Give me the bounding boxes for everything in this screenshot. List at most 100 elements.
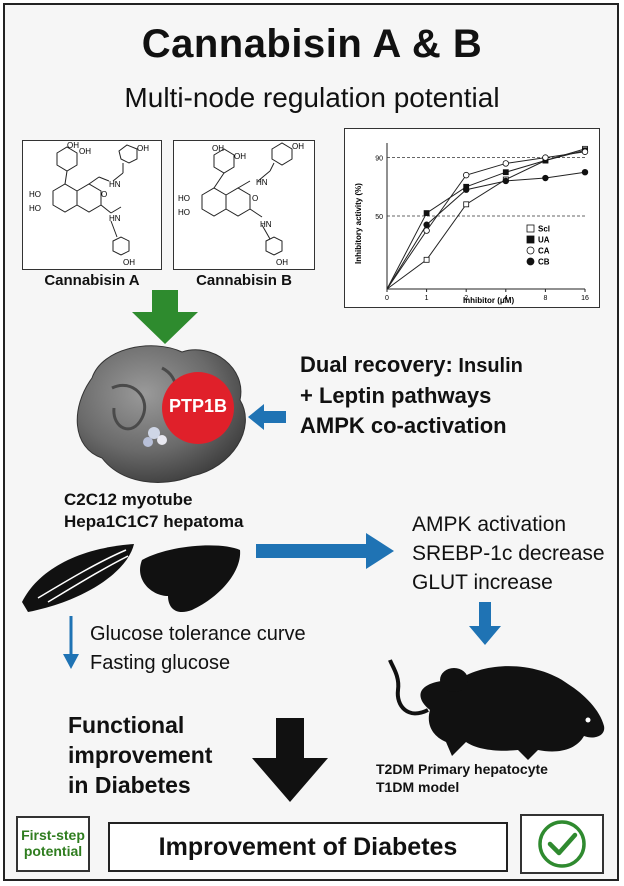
x-tick-label: 1	[425, 295, 429, 302]
x-axis-label: Inhibitor (μM)	[463, 296, 514, 305]
data-point-cb	[462, 186, 470, 193]
cell-lines: C2C12 myotube Hepa1C1C7 hepatoma	[64, 489, 244, 533]
oh-label: OH	[123, 258, 135, 267]
functional-line3: in Diabetes	[68, 772, 191, 798]
oh-label: OH	[234, 152, 246, 161]
ho-label: HO	[29, 190, 41, 199]
legend-marker-ca	[526, 246, 535, 255]
dual-recovery-line3: AMPK co-activation	[300, 413, 507, 438]
left-arrow-icon	[248, 404, 286, 430]
dual-recovery-line2: + Leptin pathways	[300, 383, 492, 408]
dual-recovery-insulin: Insulin	[452, 355, 523, 377]
data-point-cb	[423, 221, 430, 228]
x-tick-label: 2	[464, 295, 468, 302]
data-point-ca	[542, 154, 549, 161]
legend-label-ua: UA	[538, 236, 550, 245]
down-arrow-icon	[132, 290, 198, 344]
legend-label-scl: Scl	[538, 225, 550, 234]
x-tick-label: 16	[581, 295, 589, 302]
data-point-cb	[542, 174, 549, 182]
data-point-ca	[581, 148, 589, 155]
checkmark-icon	[538, 820, 586, 868]
oh-label: OH	[79, 147, 91, 156]
data-point-cb	[502, 177, 509, 185]
glucose-outcomes: Glucose tolerance curve Fasting glucose	[90, 620, 306, 678]
series-line-cb	[386, 171, 586, 290]
series-line-scl	[386, 148, 586, 290]
cannabisin-b-structure: OH OH OH HN O HO HO HN OH	[173, 140, 315, 270]
dual-recovery-line1: Dual recovery: Insulin	[300, 350, 620, 381]
oh-label: OH	[137, 144, 149, 153]
hn-label: HN	[260, 220, 272, 229]
cannabisin-a-label: Cannabisin A	[44, 272, 140, 289]
legend-marker-cb	[526, 257, 535, 266]
data-point-ua	[502, 169, 509, 176]
ptp1b-label: PTP1B	[168, 396, 228, 416]
cell-line-2: Hepa1C1C7 hepatoma	[64, 512, 244, 531]
first-step-badge: First-step potential	[16, 816, 90, 872]
oh-label: OH	[292, 142, 304, 151]
page-title: Cannabisin A & B	[141, 22, 483, 66]
data-point-cb	[581, 169, 589, 176]
series-line-ca	[386, 151, 586, 290]
dual-recovery-heading: Dual recovery:	[300, 352, 453, 377]
hn-label: HN	[256, 178, 268, 187]
inhibition-chart: 50 90 0 1 2 4 8 16 Scl UA CA CB Inhibitory activit…	[344, 128, 600, 308]
mechanism-srebp: SREBP-1c decrease	[412, 542, 605, 565]
cell-line-1: C2C12 myotube	[64, 490, 193, 509]
cannabisin-a-molecule-drawing: OH OH OH HN O HO HO HN OH	[29, 141, 149, 267]
functional-line1: Functional	[68, 712, 185, 738]
glucose-tolerance: Glucose tolerance curve	[90, 623, 306, 645]
mechanism-ampk: AMPK activation	[412, 513, 567, 536]
y-axis-label: Inhibitory activity (%)	[354, 183, 363, 264]
functional-improvement: Functional improvement in Diabetes	[68, 710, 212, 800]
data-point-scl	[423, 256, 430, 263]
inhibition-chart-svg: 50 90 0 1 2 4 8 16 Scl UA CA CB Inhibitory activit…	[354, 143, 589, 305]
legend-label-cb: CB	[538, 258, 550, 267]
down-arrow-icon	[252, 718, 328, 802]
hn-label: HN	[109, 180, 121, 189]
badge-line1: First-step	[21, 827, 85, 843]
liver-icon	[140, 545, 241, 613]
ho-label: HO	[178, 194, 190, 203]
series-line-ua	[386, 149, 586, 290]
hn-label: HN	[109, 214, 121, 223]
cannabisin-b-label: Cannabisin B	[196, 272, 292, 289]
cannabisin-b-molecule-drawing: OH OH OH HN O HO HO HN OH	[178, 142, 304, 267]
oxygen-label: O	[101, 190, 107, 199]
data-point-scl	[463, 201, 470, 208]
x-tick-label: 4	[504, 295, 508, 302]
y-tick-label: 90	[375, 156, 383, 163]
legend-label-ca: CA	[538, 247, 550, 256]
muscle-icon	[22, 544, 134, 612]
oh-label: OH	[67, 141, 79, 150]
improvement-banner: Improvement of Diabetes	[108, 822, 508, 872]
dual-recovery-text: Dual recovery: Insulin + Leptin pathways…	[300, 350, 620, 441]
mechanism-list: AMPK activation SREBP-1c decrease GLUT i…	[412, 510, 605, 597]
model-t2dm: T2DM Primary hepatocyte	[376, 761, 548, 777]
ho-label: HO	[178, 208, 190, 217]
mouse-icon	[388, 659, 605, 760]
ptp1b-target-circle	[162, 372, 234, 444]
oxygen-label: O	[252, 194, 258, 203]
page-subtitle: Multi-node regulation potential	[124, 82, 500, 113]
mechanism-glut: GLUT increase	[412, 571, 553, 594]
right-arrow-icon	[256, 533, 394, 569]
ho-label: HO	[29, 204, 41, 213]
oh-label: OH	[212, 144, 224, 153]
data-point-ca	[502, 160, 509, 167]
badge-line2: potential	[23, 843, 83, 859]
check-box	[520, 814, 604, 874]
model-t1dm: T1DM model	[376, 779, 460, 795]
oh-label: OH	[276, 258, 288, 267]
model-list: T2DM Primary hepatocyte T1DM model	[376, 760, 548, 796]
data-point-ca	[462, 171, 470, 179]
cannabisin-a-structure: OH OH OH HN O HO HO HN OH	[22, 140, 162, 270]
fasting-glucose: Fasting glucose	[90, 652, 231, 674]
data-point-ua	[423, 210, 430, 216]
legend-marker-scl	[526, 224, 535, 233]
x-tick-label: 0	[385, 295, 389, 302]
down-arrow-icon	[63, 616, 79, 669]
down-arrow-icon	[469, 602, 501, 645]
y-tick-label: 50	[375, 214, 383, 221]
